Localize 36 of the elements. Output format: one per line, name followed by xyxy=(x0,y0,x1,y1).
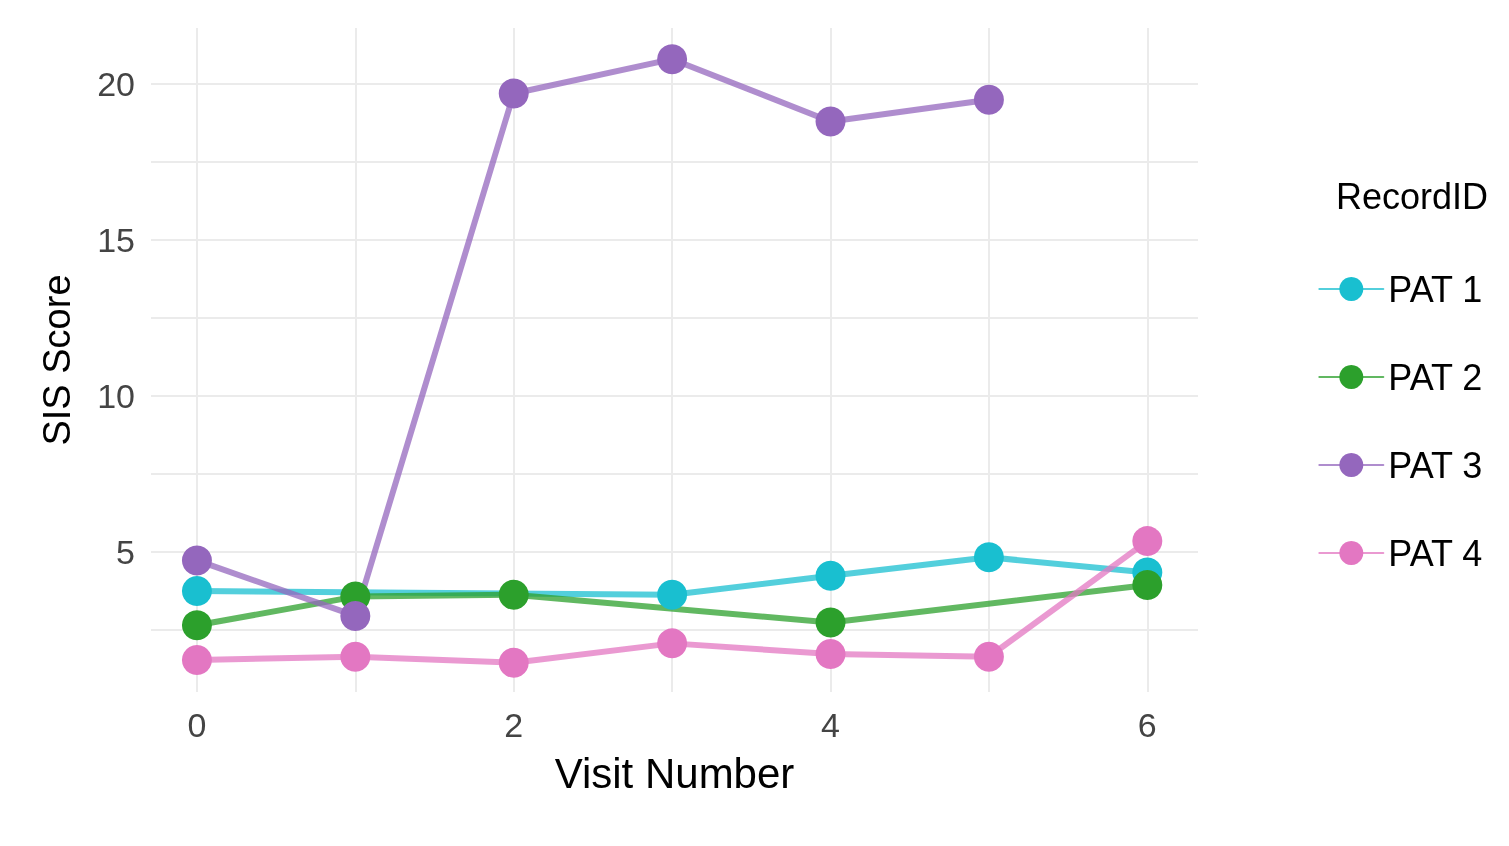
point xyxy=(181,576,212,606)
point xyxy=(1132,570,1163,601)
point xyxy=(973,542,1004,573)
legend-label: PAT 1 xyxy=(1388,268,1483,310)
legend-label: PAT 4 xyxy=(1388,532,1483,574)
y-axis-title: SIS Score xyxy=(36,274,78,446)
x-tick-label: 2 xyxy=(504,706,524,744)
legend-title: RecordID xyxy=(1335,175,1489,217)
point xyxy=(973,641,1004,672)
x-tick-label: 4 xyxy=(821,706,840,744)
legend-label: PAT 2 xyxy=(1388,356,1483,398)
point xyxy=(657,579,688,610)
point xyxy=(815,106,846,137)
point xyxy=(340,600,371,631)
point xyxy=(815,638,846,669)
point xyxy=(657,628,688,659)
point xyxy=(815,560,846,591)
point xyxy=(498,78,529,109)
x-tick-label: 6 xyxy=(1137,706,1157,744)
point xyxy=(498,647,529,678)
y-tick-label: 5 xyxy=(116,532,135,571)
x-tick-label: 0 xyxy=(187,706,207,744)
point xyxy=(181,644,212,675)
point xyxy=(181,545,212,576)
point xyxy=(657,44,688,75)
point xyxy=(1132,526,1163,557)
point xyxy=(498,579,529,610)
point xyxy=(181,610,212,641)
y-tick-label: 20 xyxy=(97,65,135,104)
point xyxy=(815,607,846,638)
y-tick-label: 10 xyxy=(97,376,135,415)
point xyxy=(973,84,1004,115)
x-axis-title: Visit Number xyxy=(554,749,795,797)
y-tick-label: 15 xyxy=(97,220,135,259)
legend-label: PAT 3 xyxy=(1388,444,1483,486)
point xyxy=(340,641,371,672)
